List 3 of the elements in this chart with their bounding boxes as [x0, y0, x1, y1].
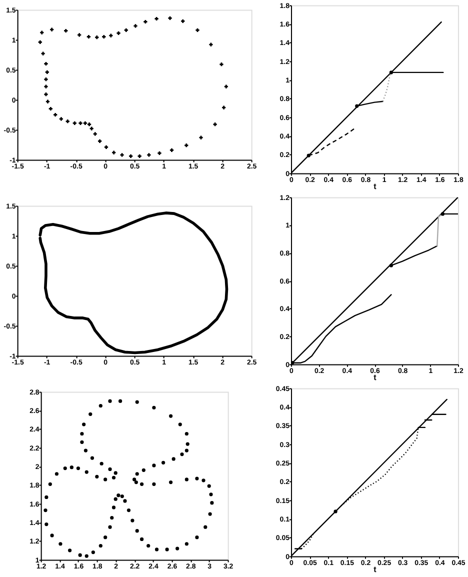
x-axis-title: t	[374, 564, 377, 574]
x-axis-title: t	[374, 182, 377, 191]
x-axis-title: t	[374, 372, 377, 382]
